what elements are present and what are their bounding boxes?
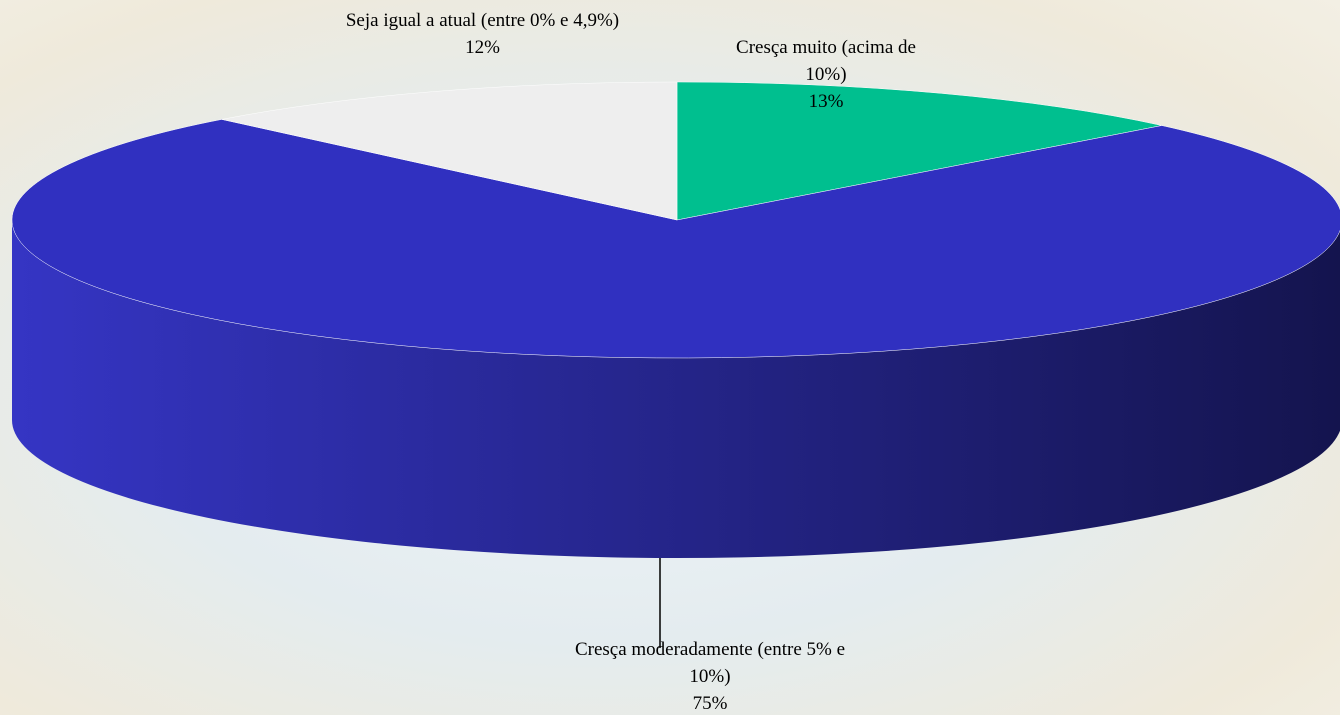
slice <box>11 119 1340 359</box>
category-label: Seja igual a atual (entre 0% e 4,9%) <box>345 10 620 31</box>
data-label: Cresça moderadamente (entre 5% e 10%) 75% <box>555 636 865 717</box>
value-label: 12% <box>465 37 500 58</box>
data-label: Seja igual a atual (entre 0% e 4,9%) 12% <box>330 7 635 61</box>
category-label: Cresça muito (acima de 10%) <box>736 37 916 85</box>
value-label: 75% <box>692 693 728 714</box>
category-label: Cresça moderadamente (entre 5% e 10%) <box>574 639 846 687</box>
value-label: 13% <box>808 91 844 112</box>
slice-side <box>12 220 1340 558</box>
data-label: Cresça muito (acima de 10%) 13% <box>726 34 926 115</box>
slice <box>221 81 678 221</box>
slice <box>676 81 1162 221</box>
